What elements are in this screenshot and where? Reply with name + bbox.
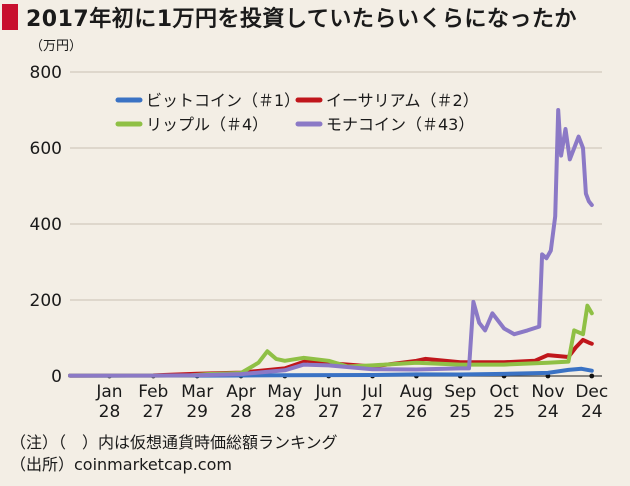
y-tick-label: 200 <box>30 291 62 311</box>
y-axis-unit-label: （万円） <box>30 39 82 54</box>
chart-title: 2017年初に1万円を投資していたらいくらになったか <box>26 7 577 32</box>
footnote-note: （注）（ ）内は仮想通貨時価総額ランキング <box>10 433 338 452</box>
series-line-ethereum <box>68 337 594 378</box>
legend: ビットコイン（＃1） イーサリアム（＃2） リップル（＃4） モナコイン（＃43） <box>115 91 479 134</box>
x-tick-month-label: May <box>267 382 302 402</box>
x-tick-month-label: Jan <box>95 382 122 402</box>
y-tick-label: 0 <box>51 367 62 387</box>
legend-label-ethereum: イーサリアム（＃2） <box>326 91 479 110</box>
footnote-source: （出所）coinmarketcap.com <box>10 455 232 474</box>
x-tick-day-label: 29 <box>186 402 208 422</box>
x-tick-day-label: 27 <box>362 402 384 422</box>
x-tick-day-label: 28 <box>99 402 121 422</box>
x-tick-month-label: Sep <box>444 382 476 402</box>
x-tick-day-label: 28 <box>274 402 296 422</box>
x-tick-labels: Jan28Feb27Mar29Apr28May28Jun27Jul27Aug26… <box>95 373 608 422</box>
x-tick-day-label: 27 <box>318 402 340 422</box>
x-tick-month-label: Jul <box>361 382 383 402</box>
y-tick-label: 800 <box>30 63 62 83</box>
x-tick-day-label: 26 <box>406 402 428 422</box>
y-tick-labels: 0 200 400 600 800 <box>30 63 62 387</box>
x-tick-day-label: 25 <box>493 402 515 422</box>
x-tick-month-label: Aug <box>400 382 433 402</box>
x-tick-month-label: Oct <box>489 382 519 402</box>
x-tick-day-label: 28 <box>230 402 252 422</box>
x-tick-day-label: 27 <box>142 402 164 422</box>
x-tick-day-label: 24 <box>537 402 559 422</box>
series-line-monacoin <box>68 108 594 378</box>
y-tick-label: 400 <box>30 215 62 235</box>
y-tick-label: 600 <box>30 139 62 159</box>
x-tick-month-label: Nov <box>531 382 564 402</box>
x-tick-day-label: 24 <box>581 402 603 422</box>
legend-label-ripple: リップル（＃4） <box>146 115 268 134</box>
series-lines <box>68 108 594 378</box>
x-tick-month-label: Dec <box>575 382 608 402</box>
chart-title-bar: 2017年初に1万円を投資していたらいくらになったか <box>0 0 630 34</box>
x-tick-month-label: Apr <box>226 382 255 402</box>
legend-label-monacoin: モナコイン（＃43） <box>326 115 474 134</box>
x-tick-dot <box>589 373 595 379</box>
legend-label-bitcoin: ビットコイン（＃1） <box>146 91 300 110</box>
footnotes: （注）（ ）内は仮想通貨時価総額ランキング （出所）coinmarketcap.… <box>10 432 338 476</box>
title-marker <box>2 4 18 30</box>
x-tick-day-label: 25 <box>449 402 471 422</box>
x-tick-month-label: Jun <box>314 382 342 402</box>
x-tick-month-label: Mar <box>181 382 213 402</box>
x-tick-month-label: Feb <box>138 382 168 402</box>
